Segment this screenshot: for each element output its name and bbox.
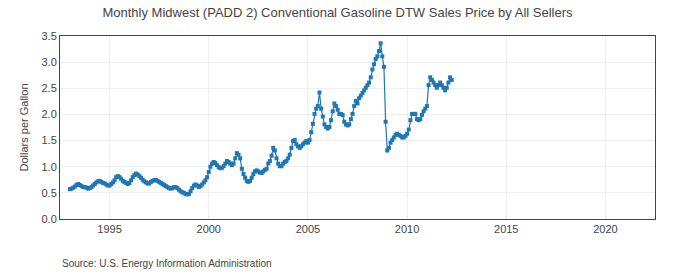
- svg-text:2005: 2005: [296, 223, 320, 235]
- svg-text:3.0: 3.0: [42, 56, 57, 68]
- svg-text:Source: U.S. Energy Informatio: Source: U.S. Energy Information Administ…: [62, 258, 272, 269]
- svg-text:2.0: 2.0: [42, 108, 57, 120]
- svg-text:Monthly Midwest (PADD 2) Conve: Monthly Midwest (PADD 2) Conventional Ga…: [102, 5, 573, 20]
- svg-text:2010: 2010: [395, 223, 419, 235]
- svg-text:1.0: 1.0: [42, 161, 57, 173]
- svg-text:2020: 2020: [593, 223, 617, 235]
- svg-text:2015: 2015: [494, 223, 518, 235]
- svg-text:1995: 1995: [97, 223, 121, 235]
- svg-text:2.5: 2.5: [42, 82, 57, 94]
- svg-text:3.5: 3.5: [42, 30, 57, 42]
- svg-text:Dollars per Gallon: Dollars per Gallon: [18, 83, 30, 171]
- svg-text:0.5: 0.5: [42, 187, 57, 199]
- svg-text:1.5: 1.5: [42, 134, 57, 146]
- svg-text:2000: 2000: [197, 223, 221, 235]
- svg-text:0.0: 0.0: [42, 213, 57, 225]
